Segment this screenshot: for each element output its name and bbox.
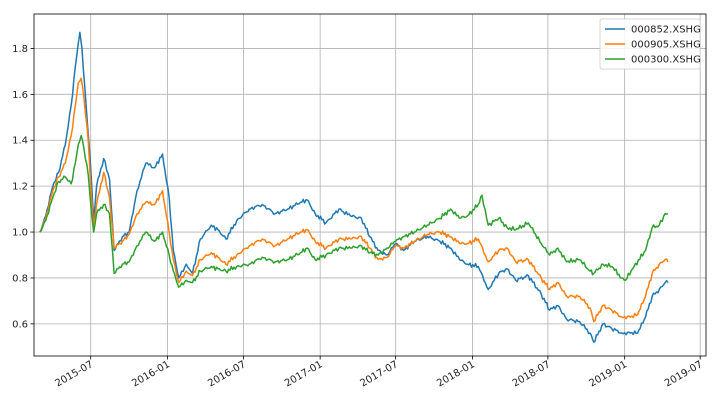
x-tick-label: 2019-01 xyxy=(587,359,629,389)
plot-frame xyxy=(33,13,707,357)
x-tick-label: 2015-07 xyxy=(54,359,96,389)
series-line-000300-xshg xyxy=(39,134,669,288)
x-tick-label: 2018-01 xyxy=(435,359,477,389)
series-line-000852-xshg xyxy=(39,31,669,343)
y-tick-label: 0.6 xyxy=(12,319,28,330)
plot-background xyxy=(34,14,706,356)
y-tick-label: 0.8 xyxy=(12,273,28,284)
series-line-000905-xshg xyxy=(39,77,669,323)
x-tick-label: 2018-07 xyxy=(511,359,553,389)
legend-box xyxy=(599,18,701,70)
x-tick-label: 2017-07 xyxy=(358,359,400,389)
x-tick-label: 2019-07 xyxy=(663,359,705,389)
legend: 000852.XSHG 000905.XSHG 000300.XSHG xyxy=(599,18,701,70)
series-lines xyxy=(39,31,669,343)
x-tick-label: 2016-07 xyxy=(206,359,248,389)
x-tick-label: 2017-01 xyxy=(283,359,325,389)
y-tick-label: 1.4 xyxy=(12,136,28,147)
x-axis: 2015-07 2016-01 2016-07 2017-01 2017-07 2018-… xyxy=(54,356,705,389)
y-tick-label: 1.6 xyxy=(12,90,28,101)
y-axis: 0.6 0.8 1.0 1.2 1.4 1.6 1.8 xyxy=(12,44,34,330)
legend-label: 000300.XSHG xyxy=(631,55,701,66)
y-tick-label: 1.2 xyxy=(12,182,28,193)
legend-label: 000852.XSHG xyxy=(631,25,701,36)
x-tick-label: 2016-01 xyxy=(130,359,172,389)
legend-label: 000905.XSHG xyxy=(631,40,701,51)
y-tick-label: 1.8 xyxy=(12,44,28,55)
y-tick-label: 1.0 xyxy=(12,228,28,239)
